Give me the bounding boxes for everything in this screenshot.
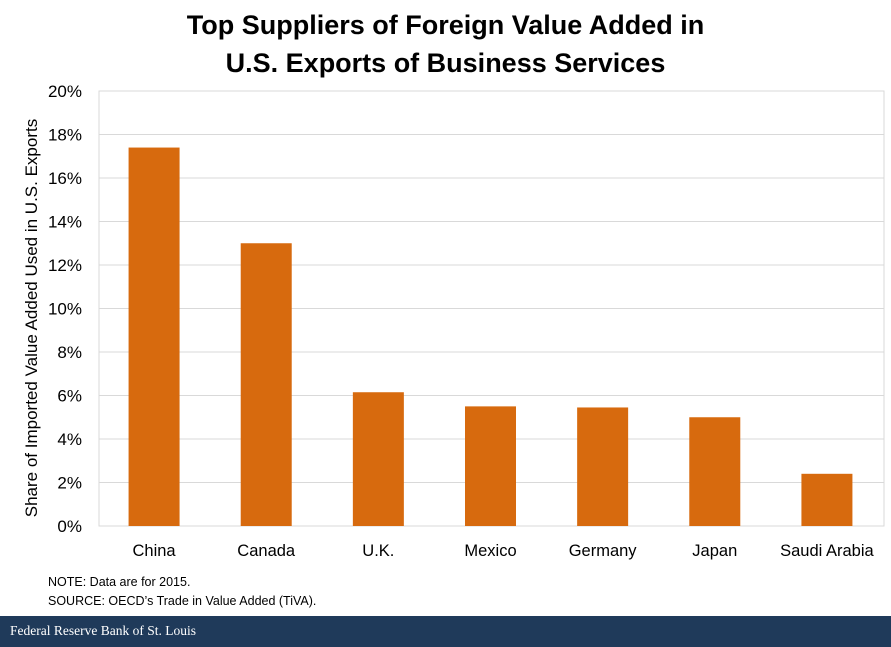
y-tick-label: 18% (48, 126, 82, 145)
y-tick-label: 12% (48, 256, 82, 275)
bar (689, 417, 741, 526)
bar (465, 406, 516, 526)
y-tick-label: 10% (48, 300, 82, 319)
note-text: NOTE: Data are for 2015. (48, 575, 191, 589)
x-tick-label: Canada (237, 542, 296, 560)
chart-title-line-2: U.S. Exports of Business Services (225, 48, 666, 78)
y-tick-label: 16% (48, 169, 82, 188)
bar (801, 473, 853, 526)
chart-title-line-1: Top Suppliers of Foreign Value Added in (186, 10, 705, 40)
bar (240, 243, 292, 526)
y-tick-label: 0% (57, 517, 82, 536)
x-tick-label: U.K. (362, 542, 394, 560)
y-tick-label: 2% (57, 474, 82, 493)
footer-bar: Federal Reserve Bank of St. Louis (0, 616, 891, 647)
y-tick-label: 20% (48, 82, 82, 101)
x-tick-label: Germany (569, 542, 638, 560)
bar-chart: 0% 2% 4% 6% 8% 10% 12% 14% 16% 18% 20% China Canada U… (48, 82, 885, 560)
bar (128, 147, 180, 527)
y-tick-label: 6% (57, 387, 82, 406)
bar (352, 392, 404, 526)
y-tick-label: 14% (48, 213, 82, 232)
footer-brand: Federal Reserve Bank of St. Louis (10, 623, 196, 638)
y-tick-label: 4% (57, 430, 82, 449)
x-tick-label: Japan (692, 542, 737, 560)
chart-title: Top Suppliers of Foreign Value Added in … (0, 6, 891, 82)
x-tick-label: Saudi Arabia (780, 542, 874, 560)
x-tick-label: China (133, 542, 177, 560)
x-tick-label: Mexico (464, 542, 516, 560)
bar (577, 407, 629, 526)
y-tick-label: 8% (57, 343, 82, 362)
source-text: SOURCE: OECD’s Trade in Value Added (TiV… (48, 594, 317, 608)
